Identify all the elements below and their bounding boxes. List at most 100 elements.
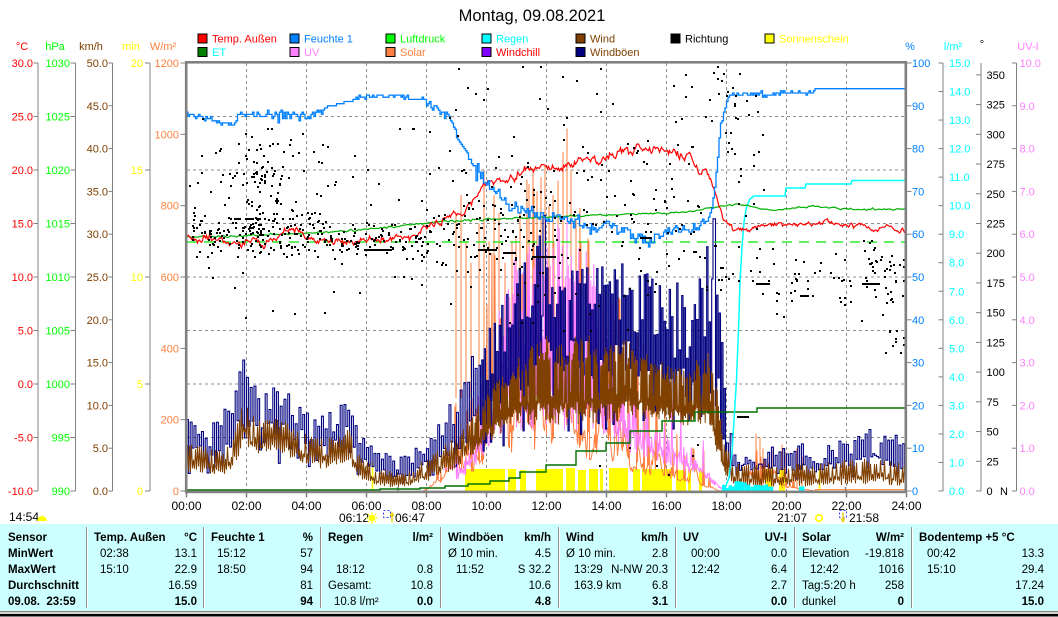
svg-text:0.0: 0.0	[93, 486, 108, 498]
svg-text:50: 50	[912, 272, 924, 284]
svg-text:°: °	[980, 39, 984, 51]
svg-text:Solar: Solar	[400, 47, 426, 59]
svg-text:Montag, 09.08.2021: Montag, 09.08.2021	[459, 7, 606, 25]
svg-text:20: 20	[131, 58, 143, 70]
svg-text:1030: 1030	[46, 58, 70, 70]
svg-text:13.0: 13.0	[949, 115, 970, 127]
svg-text:3.0: 3.0	[1020, 358, 1035, 370]
svg-text:200: 200	[161, 415, 179, 427]
svg-text:06:12: 06:12	[339, 511, 369, 525]
svg-text:70: 70	[912, 186, 924, 198]
svg-text:300: 300	[987, 129, 1005, 141]
svg-text:50.0: 50.0	[87, 58, 108, 70]
svg-text:30.0: 30.0	[87, 229, 108, 241]
svg-text:00:00: 00:00	[171, 499, 201, 513]
svg-text:0.0: 0.0	[949, 486, 964, 498]
svg-text:25: 25	[987, 456, 999, 468]
svg-text:Wind: Wind	[590, 34, 615, 46]
svg-text:3.0: 3.0	[949, 400, 964, 412]
svg-text:5: 5	[137, 379, 143, 391]
svg-text:1020: 1020	[46, 165, 70, 177]
svg-text:0: 0	[137, 486, 143, 498]
svg-text:hPa: hPa	[45, 41, 65, 53]
svg-text:15.0: 15.0	[12, 219, 33, 231]
svg-text:21:58: 21:58	[849, 511, 879, 525]
svg-text:°C: °C	[16, 41, 28, 53]
svg-text:800: 800	[161, 201, 179, 213]
svg-text:15.0: 15.0	[949, 58, 970, 70]
svg-text:100: 100	[987, 367, 1005, 379]
svg-text:100: 100	[912, 58, 930, 70]
svg-text:W/m²: W/m²	[150, 41, 177, 53]
svg-text:15: 15	[131, 165, 143, 177]
svg-text:5.0: 5.0	[1020, 272, 1035, 284]
svg-text:200: 200	[987, 248, 1005, 260]
svg-text:km/h: km/h	[79, 41, 103, 53]
svg-text:10: 10	[912, 443, 924, 455]
svg-text:ET: ET	[212, 47, 226, 59]
svg-text:02:00: 02:00	[231, 499, 261, 513]
svg-text:1.0: 1.0	[949, 457, 964, 469]
svg-text:18:00: 18:00	[711, 499, 741, 513]
svg-text:80: 80	[912, 144, 924, 156]
svg-text:Windchill: Windchill	[496, 47, 540, 59]
svg-text:15.0: 15.0	[87, 358, 108, 370]
svg-text:6.0: 6.0	[1020, 229, 1035, 241]
svg-text:21:07: 21:07	[777, 511, 807, 525]
svg-text:35.0: 35.0	[87, 186, 108, 198]
svg-text:4.0: 4.0	[949, 372, 964, 384]
svg-text:45.0: 45.0	[87, 101, 108, 113]
svg-text:25.0: 25.0	[12, 112, 33, 124]
svg-text:1000: 1000	[155, 129, 179, 141]
svg-text:1.0: 1.0	[1020, 443, 1035, 455]
svg-text:10.0: 10.0	[1020, 58, 1041, 70]
svg-text:1015: 1015	[46, 219, 70, 231]
svg-text:40.0: 40.0	[87, 144, 108, 156]
svg-text:Sonnenschein: Sonnenschein	[779, 34, 849, 46]
svg-text:Feuchte 1: Feuchte 1	[304, 34, 353, 46]
svg-text:60: 60	[912, 229, 924, 241]
svg-text:Luftdruck: Luftdruck	[400, 34, 446, 46]
svg-text:995: 995	[52, 433, 70, 445]
svg-text:Temp. Außen: Temp. Außen	[212, 34, 277, 46]
svg-text:24:00: 24:00	[891, 499, 921, 513]
svg-text:30.0: 30.0	[12, 58, 33, 70]
svg-text:l/m²: l/m²	[944, 41, 963, 53]
svg-text:10:00: 10:00	[471, 499, 501, 513]
svg-text:150: 150	[987, 308, 1005, 320]
svg-text:2.0: 2.0	[949, 429, 964, 441]
svg-text:175: 175	[987, 278, 1005, 290]
svg-text:0: 0	[173, 486, 179, 498]
svg-text:350: 350	[987, 70, 1005, 82]
svg-text:20: 20	[912, 400, 924, 412]
svg-text:1010: 1010	[46, 272, 70, 284]
svg-text:225: 225	[987, 219, 1005, 231]
svg-text:325: 325	[987, 100, 1005, 112]
svg-text:10.0: 10.0	[87, 400, 108, 412]
svg-text:7.0: 7.0	[949, 286, 964, 298]
svg-text:6.0: 6.0	[949, 315, 964, 327]
svg-text:11.0: 11.0	[949, 172, 970, 184]
svg-text:10.0: 10.0	[949, 201, 970, 213]
svg-text:30: 30	[912, 358, 924, 370]
svg-text:min: min	[122, 41, 140, 53]
svg-text:UV-I: UV-I	[1017, 41, 1038, 53]
svg-text:04:00: 04:00	[291, 499, 321, 513]
svg-text:5.0: 5.0	[93, 443, 108, 455]
svg-text:Windböen: Windböen	[590, 47, 640, 59]
svg-text:250: 250	[987, 189, 1005, 201]
svg-text:4.0: 4.0	[1020, 315, 1035, 327]
svg-text:14.0: 14.0	[949, 87, 970, 99]
svg-text:20:00: 20:00	[771, 499, 801, 513]
svg-text:90: 90	[912, 101, 924, 113]
svg-text:UV: UV	[304, 47, 320, 59]
svg-text:400: 400	[161, 343, 179, 355]
svg-text:600: 600	[161, 272, 179, 284]
svg-text:275: 275	[987, 159, 1005, 171]
svg-text:1025: 1025	[46, 112, 70, 124]
svg-text:-10.0: -10.0	[8, 486, 33, 498]
svg-text:22:00: 22:00	[831, 499, 861, 513]
svg-text:7.0: 7.0	[1020, 186, 1035, 198]
svg-text:1005: 1005	[46, 326, 70, 338]
svg-text:5.0: 5.0	[949, 343, 964, 355]
